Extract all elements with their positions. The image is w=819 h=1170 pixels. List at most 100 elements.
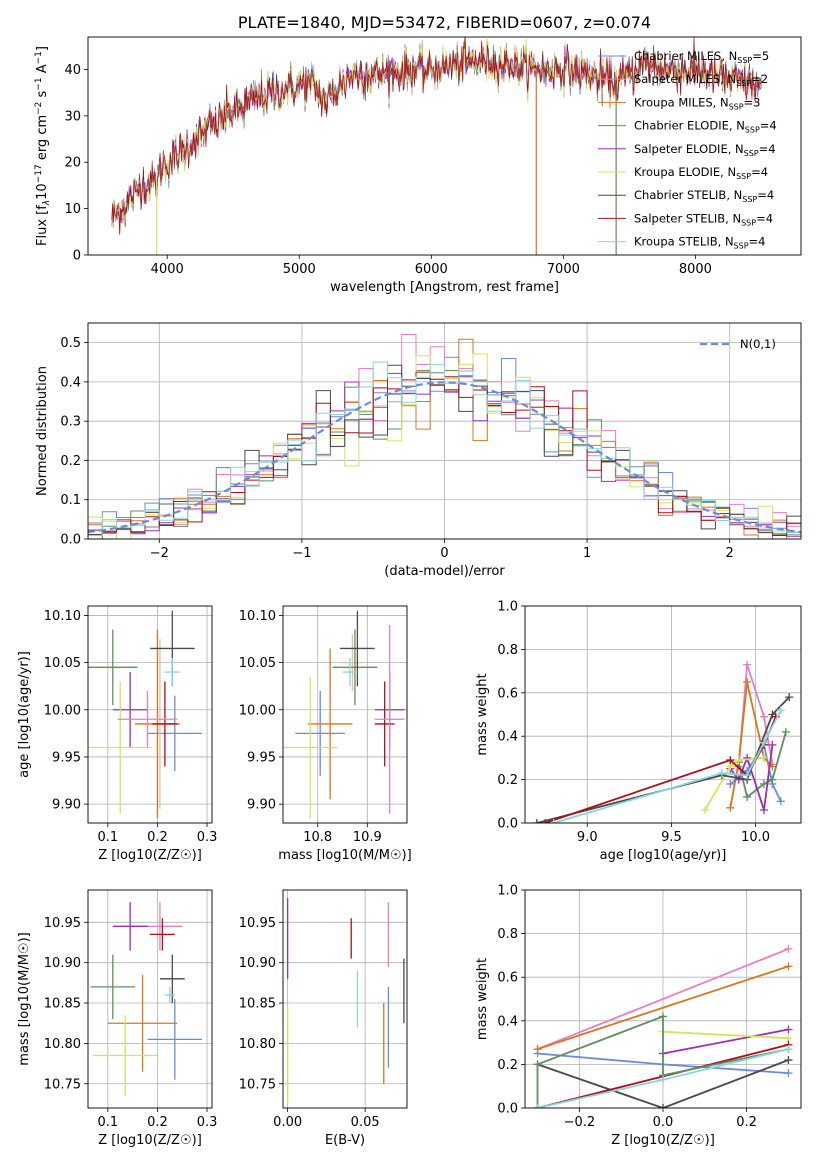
weight-point-marker xyxy=(784,1045,793,1054)
y-tick-label: 0.8 xyxy=(497,927,518,942)
y-axis-label: mass [log10(M/M☉)] xyxy=(17,932,32,1065)
y-tick-label: 10.80 xyxy=(44,1037,81,1052)
y-tick-label: 10.75 xyxy=(44,1077,81,1092)
x-tick-label: 1 xyxy=(583,546,591,561)
legend-label: Kroupa STELIB, NSSP=4 xyxy=(634,235,765,251)
legend-label: Kroupa MILES, NSSP=3 xyxy=(634,95,761,111)
axes-frame xyxy=(524,605,802,824)
y-tick-label: 0.2 xyxy=(497,773,518,788)
y-tick-label: 0.0 xyxy=(60,533,81,548)
weight-point-marker xyxy=(784,944,793,953)
y-tick-label: 0.0 xyxy=(497,1102,518,1117)
y-tick-label: 9.95 xyxy=(247,750,276,765)
panel-mass_vs_EBV: 0.00 0.05 10.75 10.80 10.85 10.90 10.95 E(B-V) xyxy=(239,889,408,1148)
x-axis-label: wavelength [Angstrom, rest frame] xyxy=(330,280,559,295)
weight-point-marker xyxy=(759,738,768,747)
panel-age_vs_mass: 10.8 10.9 9.90 9.95 10.00 10.05 10.10 mass [log… xyxy=(239,605,412,863)
y-axis-label: Normed distribution xyxy=(35,366,50,496)
x-tick-label: 8000 xyxy=(679,262,712,277)
legend-label: Salpeter STELIB, NSSP=4 xyxy=(634,211,773,227)
y-tick-label: 10.10 xyxy=(44,609,81,624)
x-tick-label: 0.2 xyxy=(147,1115,168,1130)
y-tick-label: 40 xyxy=(64,63,81,78)
weight-point-marker xyxy=(541,819,550,823)
y-tick-label: 0.4 xyxy=(497,1014,518,1029)
legend-label: Salpeter MILES, NSSP=2 xyxy=(634,72,768,88)
y-tick-label: 9.90 xyxy=(247,798,276,813)
plot-area-weight_vs_Z xyxy=(533,944,793,1108)
x-axis-label: Z [log10(Z/Z☉)] xyxy=(98,848,202,863)
weight-point-marker xyxy=(785,693,794,702)
y-axis-label: mass weight xyxy=(475,673,490,755)
weight-point-marker xyxy=(659,1104,667,1108)
weight-point-marker xyxy=(533,1060,542,1069)
weight-point-marker xyxy=(743,753,752,762)
y-tick-label: 10.80 xyxy=(239,1037,276,1052)
y-tick-label: 0.4 xyxy=(497,730,518,745)
weight-point-marker xyxy=(549,819,558,823)
weight-series-line xyxy=(536,696,790,823)
weight-series-line xyxy=(662,1030,789,1040)
weight-point-marker xyxy=(743,792,752,801)
weight-point-marker xyxy=(759,712,768,721)
axes-frame xyxy=(87,889,213,1109)
axes-frame xyxy=(282,605,408,824)
weight-point-marker xyxy=(532,819,541,823)
weight-point-marker xyxy=(784,1069,793,1078)
x-axis-label: (data-model)/error xyxy=(384,564,505,579)
y-tick-label: 10 xyxy=(64,202,81,217)
y-tick-label: 10.10 xyxy=(239,609,276,624)
legend-label: Salpeter ELODIE, NSSP=4 xyxy=(634,142,776,158)
axes-frame xyxy=(87,36,802,256)
x-tick-label: 10.0 xyxy=(741,830,770,845)
legend-label: Chabrier ELODIE, NSSP=4 xyxy=(634,119,777,135)
panel-residuals: −2 −1 0 1 2 0.0 0.1 0.2 0.3 0.4 0.5 (data-model)/er… xyxy=(35,322,802,579)
weight-point-marker xyxy=(726,803,735,812)
axes-frame xyxy=(524,889,802,1109)
legend-label: Chabrier STELIB, NSSP=4 xyxy=(634,188,774,204)
weight-point-marker xyxy=(734,756,743,765)
y-tick-label: 10.85 xyxy=(44,997,81,1012)
y-tick-label: 0.1 xyxy=(60,493,81,508)
x-tick-label: 0.3 xyxy=(197,830,218,845)
spectrum-series-line xyxy=(111,37,762,235)
y-tick-label: 0.6 xyxy=(497,686,518,701)
weight-point-marker xyxy=(759,805,768,814)
axes-frame xyxy=(87,605,213,824)
weight-point-marker xyxy=(776,797,785,806)
x-tick-label: 0.3 xyxy=(197,1115,218,1130)
x-tick-label: 0.00 xyxy=(273,1115,302,1130)
weight-point-marker xyxy=(734,775,743,784)
weight-point-marker xyxy=(759,753,768,762)
y-tick-label: 10.90 xyxy=(44,956,81,971)
x-tick-label: 0 xyxy=(440,546,448,561)
panel-age_vs_Z: 0.1 0.2 0.3 9.90 9.95 10.00 10.05 10.10 Z [log10… xyxy=(17,605,218,863)
weight-point-marker xyxy=(717,769,726,778)
x-tick-label: −0.2 xyxy=(564,1115,596,1130)
y-tick-label: 10.85 xyxy=(239,997,276,1012)
x-tick-label: 10.8 xyxy=(303,830,332,845)
y-tick-label: 10.90 xyxy=(239,956,276,971)
chart-title: PLATE=1840, MJD=53472, FIBERID=0607, z=0… xyxy=(238,13,651,32)
weight-point-marker xyxy=(726,779,735,788)
y-axis-label: age [log10(age/yr)] xyxy=(17,651,32,778)
x-tick-label: 6000 xyxy=(415,262,448,277)
y-tick-label: 20 xyxy=(64,156,81,171)
x-tick-label: 4000 xyxy=(151,262,184,277)
y-tick-label: 10.05 xyxy=(44,656,81,671)
x-tick-label: 0.1 xyxy=(97,830,118,845)
y-tick-label: 0.6 xyxy=(497,971,518,986)
plot-area-age_vs_Z xyxy=(88,610,203,819)
y-tick-label: 10.95 xyxy=(239,916,276,931)
y-tick-label: 10.00 xyxy=(239,703,276,718)
y-tick-label: 0.5 xyxy=(60,336,81,351)
weight-point-marker xyxy=(743,660,752,669)
panel-weight_vs_Z: −0.2 0.0 0.2 0.0 0.2 0.4 0.6 0.8 1.0 Z [log10(Z/Z… xyxy=(475,884,802,1148)
y-tick-label: 10.75 xyxy=(239,1077,276,1092)
panel-mass_vs_Z: 0.1 0.2 0.3 10.75 10.80 10.85 10.90 10.95 Z [log… xyxy=(17,889,218,1148)
weight-point-marker xyxy=(659,1075,667,1084)
weight-point-marker xyxy=(743,677,752,686)
y-tick-label: 0 xyxy=(73,249,81,264)
y-tick-label: 0.4 xyxy=(60,375,81,390)
weight-point-marker xyxy=(533,1104,542,1108)
